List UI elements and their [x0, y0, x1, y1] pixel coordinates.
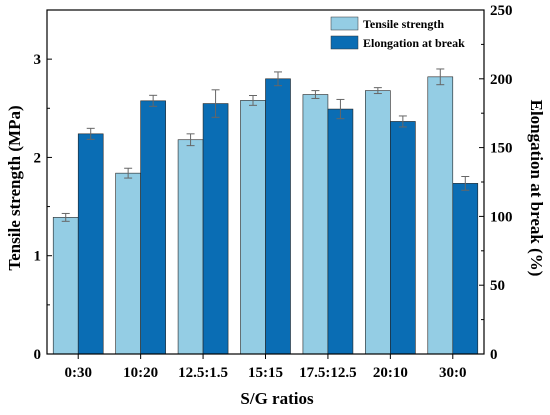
error-bar-elongation — [274, 71, 282, 87]
y-axis-left-title: Tensile strength (MPa) — [5, 105, 24, 270]
y-left-tick-label: 3 — [34, 52, 42, 68]
y-right-tick-label: 150 — [490, 141, 513, 157]
y-left-tick-label: 2 — [34, 150, 42, 166]
y-right-tick-label: 50 — [490, 278, 505, 294]
legend-label-tensile-strength: Tensile strength — [363, 17, 444, 31]
x-tick-label: 10:20 — [123, 365, 158, 381]
error-bar-tensile-strength — [249, 95, 257, 106]
x-tick-label: 17.5:12.5 — [299, 365, 357, 381]
error-bar-tensile-strength — [61, 212, 70, 222]
error-bar-elongation — [461, 175, 470, 191]
legend-swatch-elongation — [330, 35, 359, 50]
legend: Tensile strength Elongation at break — [330, 16, 465, 50]
axes: 0:30 10:20 12.5:1.5 15:15 17.5:12.5 20:10 30:0… — [34, 3, 513, 381]
bar-tensile-strength — [115, 172, 141, 355]
legend-label-elongation: Elongation at break — [363, 36, 465, 50]
bar-elongation — [202, 103, 229, 355]
x-axis-title: S/G ratios — [240, 389, 314, 408]
bar-tensile-strength — [177, 139, 204, 355]
y-right-tick-label: 250 — [490, 3, 513, 19]
y-right-tick-label: 200 — [490, 72, 513, 88]
y-axis-right-title: Elongation at break (%) — [527, 100, 546, 277]
error-bar-elongation — [211, 89, 220, 118]
error-bar-tensile-strength — [186, 133, 195, 147]
bar-tensile-strength — [365, 90, 391, 355]
error-bars — [61, 68, 470, 222]
error-bar-elongation — [149, 94, 158, 107]
legend-swatch-tensile-strength — [330, 16, 359, 31]
y-left-tick-label: 1 — [34, 249, 42, 265]
bar-elongation — [452, 183, 479, 355]
error-bar-elongation — [86, 127, 95, 140]
error-bar-tensile-strength — [373, 87, 382, 95]
bar-elongation — [390, 121, 416, 355]
y-right-tick-label: 0 — [490, 347, 498, 363]
error-bar-elongation — [398, 115, 407, 128]
x-tick-label: 20:10 — [373, 365, 408, 381]
y-left-tick-label: 0 — [34, 347, 42, 363]
bar-tensile-strength — [302, 94, 329, 355]
tensile-strength-bars — [52, 76, 454, 355]
error-bar-tensile-strength — [124, 167, 133, 179]
bar-elongation — [327, 108, 354, 355]
x-tick-label: 30:0 — [439, 365, 467, 381]
error-bar-elongation — [336, 98, 345, 120]
bar-tensile-strength — [427, 76, 454, 355]
bar-tensile-strength — [52, 217, 79, 355]
x-tick-label: 12.5:1.5 — [178, 365, 228, 381]
bar-elongation — [77, 133, 104, 355]
bar-tensile-strength — [240, 100, 266, 355]
bar-elongation — [140, 100, 166, 355]
bar-elongation — [265, 78, 291, 355]
y-right-tick-label: 100 — [490, 209, 513, 225]
error-bar-tensile-strength — [436, 68, 445, 86]
x-tick-label: 0:30 — [64, 365, 92, 381]
x-tick-label: 15:15 — [248, 365, 283, 381]
error-bar-tensile-strength — [311, 90, 320, 99]
